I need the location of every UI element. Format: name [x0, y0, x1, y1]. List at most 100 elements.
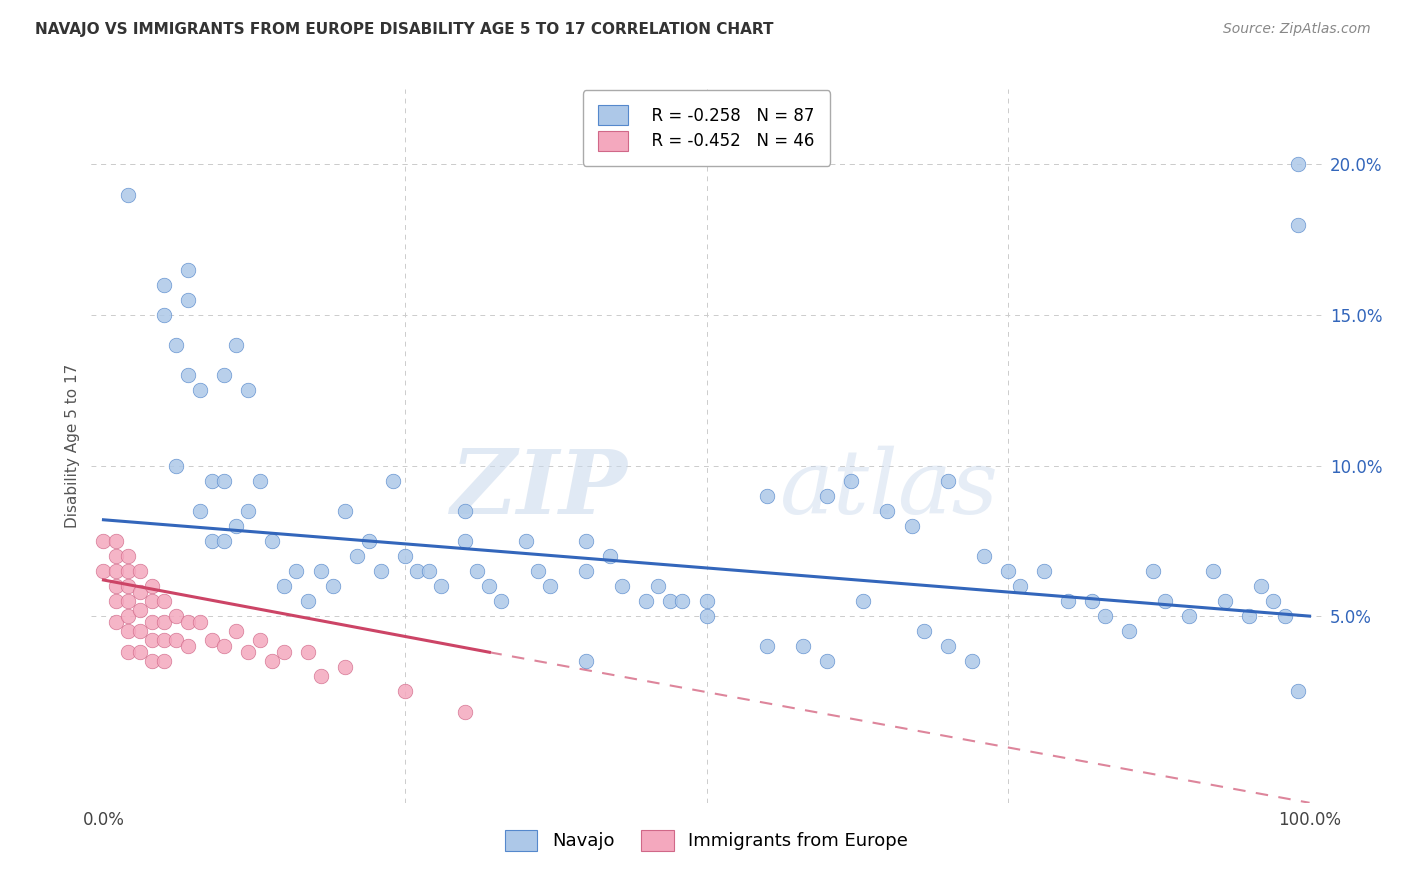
Point [141, 654, 163, 668]
Point [936, 474, 959, 488]
Point [394, 549, 416, 563]
Point [104, 549, 127, 563]
Point [249, 474, 271, 488]
Point [454, 533, 477, 548]
Point [212, 639, 235, 653]
Point [900, 518, 922, 533]
Y-axis label: Disability Age 5 to 17: Disability Age 5 to 17 [65, 364, 80, 528]
Point [309, 669, 332, 683]
Point [262, 654, 284, 668]
Point [117, 609, 139, 624]
Point [575, 654, 598, 668]
Point [960, 654, 983, 668]
Point [1178, 609, 1201, 624]
Point [454, 706, 477, 720]
Text: ZIP: ZIP [450, 446, 627, 532]
Point [755, 489, 778, 503]
Point [1213, 594, 1236, 608]
Point [322, 579, 344, 593]
Point [491, 594, 513, 608]
Point [1142, 564, 1164, 578]
Point [201, 474, 224, 488]
Point [1153, 594, 1175, 608]
Point [238, 645, 260, 659]
Point [671, 594, 693, 608]
Point [695, 609, 717, 624]
Point [225, 624, 247, 639]
Point [188, 615, 211, 629]
Point [104, 533, 127, 548]
Point [346, 549, 368, 563]
Point [1239, 609, 1261, 624]
Point [357, 533, 380, 548]
Point [454, 504, 477, 518]
Point [141, 594, 163, 608]
Point [93, 533, 115, 548]
Point [128, 585, 150, 599]
Point [238, 384, 260, 398]
Point [117, 187, 139, 202]
Point [1057, 594, 1080, 608]
Point [610, 579, 633, 593]
Point [1286, 218, 1309, 232]
Point [575, 533, 598, 548]
Point [1250, 579, 1272, 593]
Legend: Navajo, Immigrants from Europe: Navajo, Immigrants from Europe [498, 822, 915, 858]
Point [273, 579, 295, 593]
Point [997, 564, 1019, 578]
Point [430, 579, 453, 593]
Point [117, 564, 139, 578]
Point [165, 338, 187, 352]
Point [1118, 624, 1140, 639]
Point [117, 645, 139, 659]
Point [93, 564, 115, 578]
Point [188, 504, 211, 518]
Point [177, 263, 200, 277]
Point [273, 645, 295, 659]
Point [297, 594, 319, 608]
Point [117, 549, 139, 563]
Point [104, 564, 127, 578]
Point [128, 603, 150, 617]
Point [333, 504, 356, 518]
Point [177, 293, 200, 307]
Point [309, 564, 332, 578]
Point [478, 579, 501, 593]
Point [1202, 564, 1225, 578]
Point [575, 564, 598, 578]
Point [599, 549, 621, 563]
Text: NAVAJO VS IMMIGRANTS FROM EUROPE DISABILITY AGE 5 TO 17 CORRELATION CHART: NAVAJO VS IMMIGRANTS FROM EUROPE DISABIL… [35, 22, 773, 37]
Point [238, 504, 260, 518]
Point [165, 609, 187, 624]
Point [249, 633, 271, 648]
Point [695, 594, 717, 608]
Point [152, 654, 174, 668]
Point [1033, 564, 1056, 578]
Point [141, 615, 163, 629]
Point [815, 489, 838, 503]
Point [212, 533, 235, 548]
Point [876, 504, 898, 518]
Point [297, 645, 319, 659]
Point [165, 633, 187, 648]
Point [104, 615, 127, 629]
Point [141, 633, 163, 648]
Point [152, 277, 174, 292]
Point [117, 579, 139, 593]
Point [201, 633, 224, 648]
Point [117, 594, 139, 608]
Point [141, 579, 163, 593]
Point [515, 533, 537, 548]
Point [1274, 609, 1296, 624]
Point [165, 458, 187, 473]
Point [647, 579, 669, 593]
Point [152, 633, 174, 648]
Point [1094, 609, 1116, 624]
Point [152, 308, 174, 322]
Point [152, 615, 174, 629]
Point [815, 654, 838, 668]
Point [418, 564, 440, 578]
Point [104, 594, 127, 608]
Point [285, 564, 308, 578]
Point [128, 624, 150, 639]
